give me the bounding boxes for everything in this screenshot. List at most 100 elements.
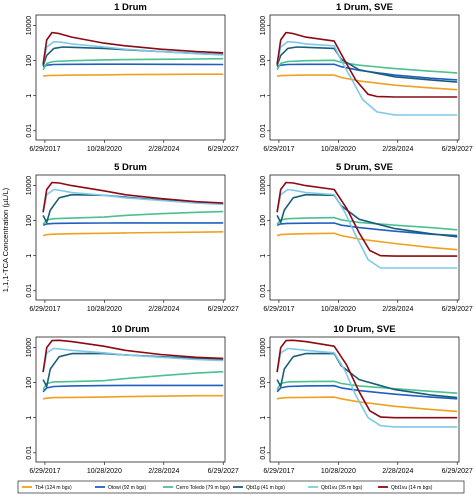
series-line (276, 384, 458, 400)
x-tick-label: 10/28/2020 (321, 306, 356, 313)
y-tick-label: 100 (260, 377, 267, 389)
y-tick-label: 10000 (26, 16, 33, 36)
series-line (42, 188, 224, 213)
legend-label: Cerro Toledo (79 m bgs) (176, 485, 230, 491)
x-tick-label: 6/29/2017 (263, 306, 294, 313)
y-axis-label: 1,1,1-TCA Concentration (µL/L) (1, 187, 10, 292)
x-tick-label: 6/29/2017 (263, 468, 294, 475)
y-tick-label: 0.01 (26, 124, 33, 138)
plot-frame (35, 174, 226, 301)
legend-items: Tb4 (124 m bgs) Otowi (92 m bgs) Cerro Tol… (22, 485, 433, 491)
x-tick-label: 2/28/2024 (148, 306, 179, 313)
series-line (42, 222, 224, 226)
series-line (42, 57, 224, 71)
series-line (42, 352, 224, 388)
chart-panel-3: 5 Drum 0.01 1 100 10000 6/29/2017 10/28/2020 2/… (26, 162, 239, 313)
x-tick-label: 10/28/2020 (87, 146, 122, 153)
x-tick-label: 10/28/2020 (87, 468, 122, 475)
panel-title: 10 Drum (111, 324, 149, 335)
x-tick-label: 6/29/2027 (208, 306, 239, 313)
x-tick-label: 2/28/2024 (382, 146, 413, 153)
panel-title: 5 Drum (114, 162, 147, 173)
y-tick-label: 1 (26, 254, 33, 258)
series-line (42, 31, 224, 65)
chart-panels: 1 Drum 0.01 1 100 10000 6/29/2017 10/28/2020 2/… (26, 2, 473, 475)
y-tick-label: 100 (26, 55, 33, 67)
series-line (42, 394, 224, 400)
series-line (42, 347, 224, 373)
series-line (42, 63, 224, 68)
chart-panel-6: 10 Drum, SVE 0.01 1 100 10000 6/29/2017 10/28/… (260, 324, 473, 475)
series-line (276, 216, 458, 231)
y-tick-label: 0.01 (26, 284, 33, 298)
chart-panel-2: 1 Drum, SVE 0.01 1 100 10000 6/29/2017 10/28/2… (260, 2, 473, 153)
y-tick-label: 0.01 (260, 284, 267, 298)
series-line (276, 396, 458, 413)
series-line (42, 231, 224, 237)
series-line (276, 380, 458, 394)
x-tick-label: 2/28/2024 (382, 306, 413, 313)
plot-frame (269, 14, 460, 141)
series-line (42, 384, 224, 393)
panel-title: 10 Drum, SVE (333, 324, 395, 335)
series-line (276, 59, 458, 74)
x-tick-label: 6/29/2027 (442, 306, 473, 313)
series-line (42, 210, 224, 225)
legend: Tb4 (124 m bgs) Otowi (92 m bgs) Cerro Tol… (17, 480, 465, 494)
plot-frame (269, 336, 460, 463)
panel-title: 1 Drum (114, 2, 147, 13)
legend-label: Qbt1g (41 m bgs) (246, 485, 285, 491)
series-line (42, 370, 224, 391)
series-line (276, 46, 458, 83)
series-line (276, 193, 458, 238)
series-line (276, 181, 458, 257)
legend-box (17, 480, 465, 494)
legend-label: Qbt1vu (14 m bgs) (391, 485, 433, 491)
plot-frame (269, 174, 460, 301)
series-line (276, 232, 458, 251)
chart-panel-5: 10 Drum 0.01 1 100 10000 6/29/2017 10/28/2020 2… (26, 324, 239, 475)
x-tick-label: 6/29/2017 (29, 468, 60, 475)
x-tick-label: 6/29/2017 (263, 146, 294, 153)
y-tick-label: 1 (260, 94, 267, 98)
y-tick-label: 100 (260, 215, 267, 227)
series-line (42, 40, 224, 65)
y-tick-label: 100 (26, 377, 33, 389)
legend-label: Qbt1vu (35 m bgs) (321, 485, 363, 491)
series-line (42, 339, 224, 373)
y-tick-label: 100 (260, 55, 267, 67)
legend-label: Tb4 (124 m bgs) (35, 485, 72, 491)
series-line (276, 74, 458, 91)
x-tick-label: 2/28/2024 (148, 468, 179, 475)
x-tick-label: 6/29/2017 (29, 306, 60, 313)
series-line (276, 222, 458, 237)
x-tick-label: 10/28/2020 (87, 306, 122, 313)
x-tick-label: 6/29/2027 (442, 146, 473, 153)
y-tick-label: 0.01 (260, 124, 267, 138)
y-tick-label: 1 (260, 416, 267, 420)
panel-title: 1 Drum, SVE (336, 2, 393, 13)
series-line (276, 40, 458, 116)
y-tick-label: 0.01 (260, 446, 267, 460)
series-line (276, 339, 458, 419)
y-tick-label: 1 (26, 94, 33, 98)
y-tick-label: 10000 (26, 176, 33, 196)
x-tick-label: 10/28/2020 (321, 146, 356, 153)
x-tick-label: 6/29/2027 (442, 468, 473, 475)
x-tick-label: 10/28/2020 (321, 468, 356, 475)
series-line (42, 181, 224, 213)
y-tick-label: 0.01 (26, 446, 33, 460)
y-tick-label: 1 (260, 254, 267, 258)
x-tick-label: 6/29/2017 (29, 146, 60, 153)
legend-label: Otowi (92 m bgs) (108, 485, 146, 491)
series-line (276, 188, 458, 269)
series-line (276, 31, 458, 98)
panel-title: 5 Drum, SVE (336, 162, 393, 173)
plot-frame (35, 336, 226, 463)
series-line (276, 347, 458, 428)
x-tick-label: 2/28/2024 (148, 146, 179, 153)
x-tick-label: 2/28/2024 (382, 468, 413, 475)
x-tick-label: 6/29/2027 (208, 146, 239, 153)
